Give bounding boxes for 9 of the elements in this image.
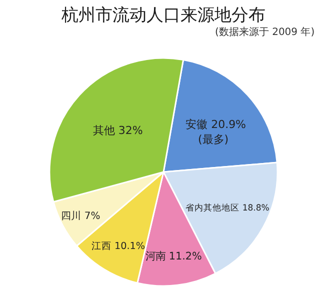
text: (最多)	[198, 133, 229, 146]
slice-label: 四川 7%	[61, 210, 100, 222]
slice-label: 省内其他地区 18.8%	[186, 202, 270, 214]
chart-title: 杭州市流动人口来源地分布	[60, 6, 266, 26]
slice-label: 其他 32%	[92, 124, 143, 137]
slice-label: 安徽 20.9%	[186, 118, 246, 131]
slice-label: 河南 11.2%	[146, 250, 202, 262]
chart-subtitle: (数据来源于 2009 年)	[215, 26, 315, 38]
slice-label: 江西 10.1%	[91, 240, 146, 252]
